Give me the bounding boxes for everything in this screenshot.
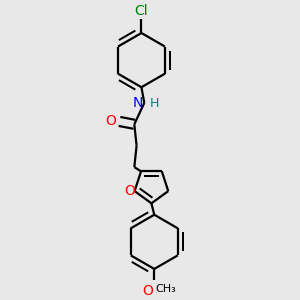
Text: O: O bbox=[124, 184, 135, 198]
Text: Cl: Cl bbox=[135, 4, 148, 18]
Text: N: N bbox=[133, 97, 143, 110]
Text: O: O bbox=[105, 114, 116, 128]
Text: O: O bbox=[142, 284, 153, 298]
Text: H: H bbox=[149, 97, 159, 110]
Text: CH₃: CH₃ bbox=[156, 284, 176, 294]
